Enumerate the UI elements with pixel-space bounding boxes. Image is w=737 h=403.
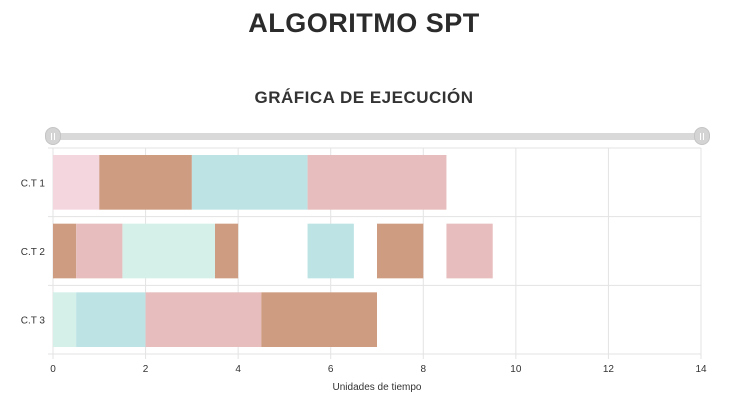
task-bar [307,223,354,279]
task-bar [99,155,192,210]
x-tick-label: 2 [143,364,149,375]
x-tick-label: 12 [603,364,615,375]
time-range-slider[interactable] [45,127,710,145]
task-bar [76,292,146,347]
task-bar [53,223,77,279]
x-tick-label: 0 [50,364,56,375]
x-tick-label: 4 [235,364,241,375]
task-bar [307,155,447,210]
x-tick-label: 8 [421,364,427,375]
page-title: ALGORITMO SPT [248,8,480,38]
chart-title: GRÁFICA DE EJECUCIÓN [254,88,474,107]
x-tick-label: 6 [328,364,334,375]
x-tick-label: 14 [695,364,707,375]
task-bar [377,223,424,279]
task-bar [446,223,493,279]
slider-track[interactable] [53,133,702,140]
task-bar [191,155,308,210]
task-bar [53,292,77,347]
task-bar [215,223,239,279]
task-bar [145,292,262,347]
task-bar [76,223,123,279]
task-bar [122,223,215,279]
task-bar [261,292,377,347]
x-axis-title: Unidades de tiempo [333,382,422,393]
task-bar [53,155,100,210]
row-label: C.T 3 [21,316,46,327]
row-label: C.T 1 [21,178,46,189]
slider-handle-start[interactable] [45,127,61,145]
x-tick-label: 10 [510,364,522,375]
row-label: C.T 2 [21,247,46,258]
slider-handle-end[interactable] [694,127,710,145]
